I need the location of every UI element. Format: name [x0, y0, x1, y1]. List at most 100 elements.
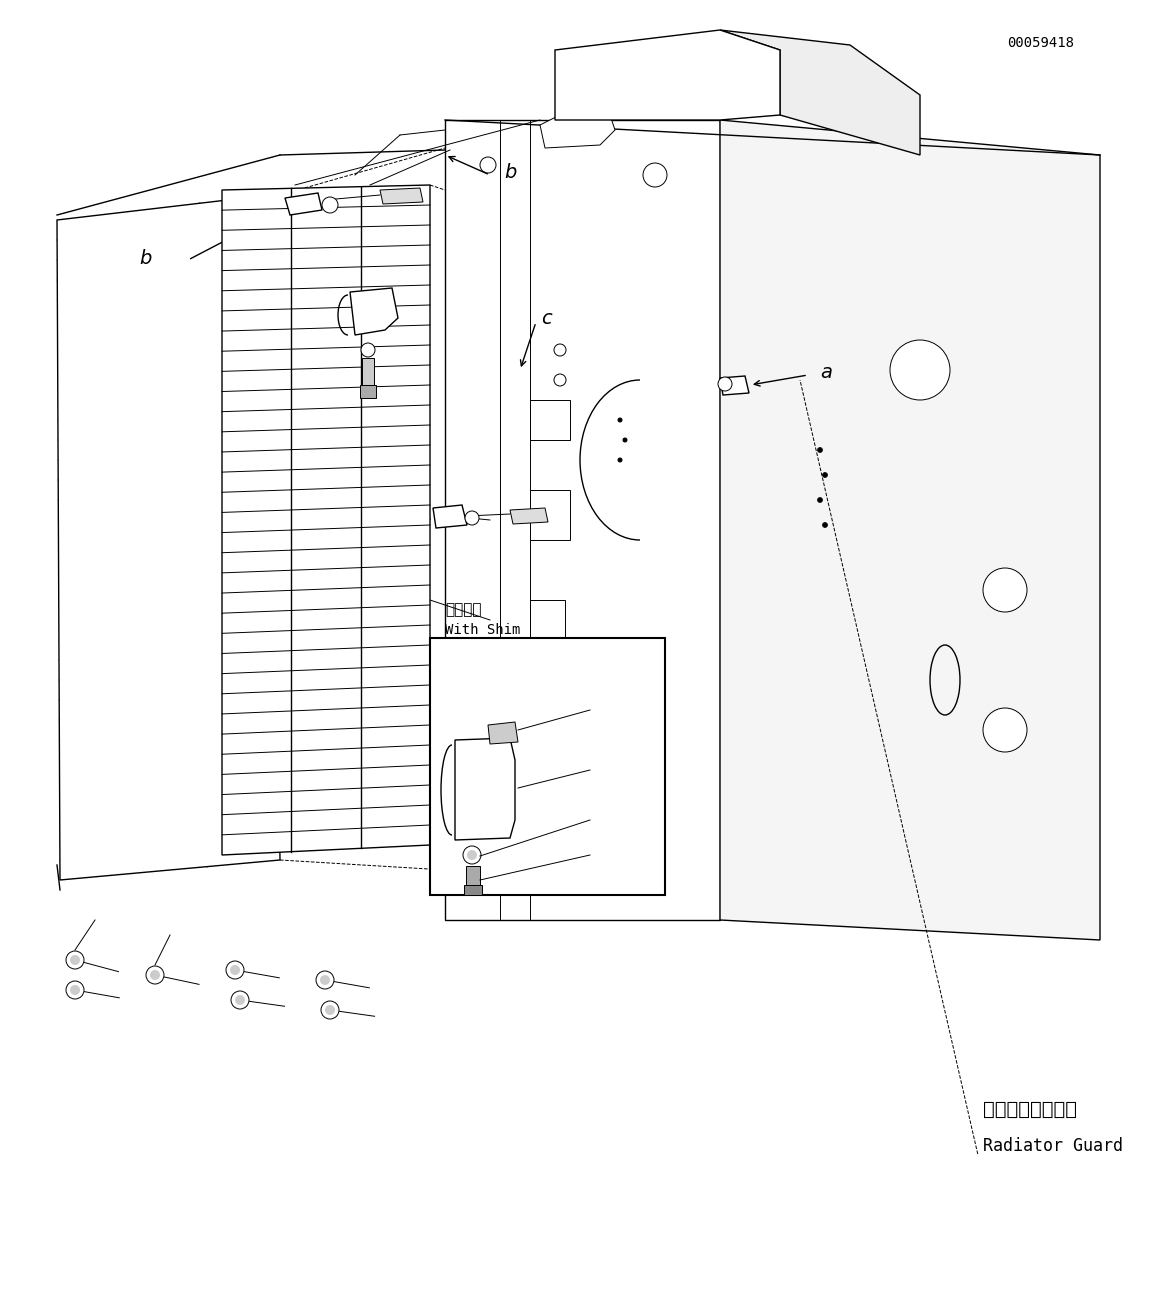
Polygon shape: [480, 771, 561, 820]
Polygon shape: [57, 236, 271, 269]
Polygon shape: [222, 344, 430, 360]
Circle shape: [324, 1005, 335, 1015]
Polygon shape: [58, 356, 272, 388]
Polygon shape: [58, 578, 276, 609]
Circle shape: [316, 971, 334, 989]
Polygon shape: [59, 618, 277, 649]
Polygon shape: [222, 325, 430, 341]
Circle shape: [320, 975, 330, 985]
Text: c: c: [541, 308, 551, 328]
Polygon shape: [59, 638, 277, 670]
Polygon shape: [720, 30, 920, 155]
Polygon shape: [362, 357, 374, 385]
Circle shape: [635, 54, 645, 65]
Circle shape: [623, 438, 627, 442]
Polygon shape: [222, 306, 430, 320]
Text: a: a: [399, 521, 411, 540]
Polygon shape: [59, 820, 279, 850]
Polygon shape: [58, 518, 274, 549]
Circle shape: [554, 374, 566, 386]
Circle shape: [147, 966, 164, 984]
Polygon shape: [222, 205, 430, 219]
Text: With Shim: With Shim: [445, 623, 520, 637]
Circle shape: [66, 982, 84, 998]
Circle shape: [554, 344, 566, 356]
Polygon shape: [58, 377, 273, 409]
Circle shape: [70, 985, 80, 995]
Text: b: b: [504, 162, 516, 181]
Polygon shape: [57, 196, 280, 881]
Polygon shape: [59, 739, 278, 769]
Polygon shape: [530, 490, 570, 540]
Circle shape: [718, 377, 732, 391]
Polygon shape: [222, 625, 430, 642]
Polygon shape: [222, 405, 430, 421]
Polygon shape: [59, 679, 278, 708]
Circle shape: [468, 850, 477, 860]
Polygon shape: [222, 465, 430, 482]
Polygon shape: [222, 745, 430, 763]
Polygon shape: [58, 477, 274, 509]
Circle shape: [983, 569, 1027, 613]
Polygon shape: [455, 738, 515, 840]
Circle shape: [465, 512, 479, 524]
Text: ラジエータガード: ラジエータガード: [983, 1099, 1077, 1119]
Polygon shape: [430, 638, 665, 895]
Polygon shape: [59, 759, 279, 789]
Polygon shape: [59, 719, 278, 749]
Polygon shape: [222, 704, 430, 723]
Circle shape: [70, 954, 80, 965]
Text: c: c: [324, 258, 335, 277]
Circle shape: [150, 970, 160, 980]
Polygon shape: [58, 558, 276, 589]
Polygon shape: [222, 245, 430, 259]
Polygon shape: [222, 585, 430, 602]
Polygon shape: [464, 884, 481, 895]
Polygon shape: [222, 645, 430, 663]
Circle shape: [822, 473, 828, 478]
Polygon shape: [57, 255, 271, 289]
Polygon shape: [222, 385, 430, 400]
Polygon shape: [58, 417, 273, 449]
Polygon shape: [222, 545, 430, 562]
Polygon shape: [222, 505, 430, 522]
Polygon shape: [58, 337, 272, 369]
Polygon shape: [222, 185, 430, 199]
Circle shape: [231, 991, 249, 1009]
Circle shape: [361, 343, 374, 357]
Circle shape: [822, 522, 828, 527]
Polygon shape: [530, 400, 570, 440]
Polygon shape: [530, 600, 565, 640]
Circle shape: [321, 1001, 338, 1019]
Polygon shape: [433, 505, 468, 528]
Circle shape: [818, 497, 822, 502]
Polygon shape: [222, 666, 430, 682]
Circle shape: [592, 57, 608, 73]
Polygon shape: [222, 565, 430, 581]
Polygon shape: [222, 265, 430, 280]
Polygon shape: [57, 295, 272, 329]
Polygon shape: [222, 225, 430, 240]
Polygon shape: [445, 120, 720, 919]
Circle shape: [618, 418, 622, 422]
Circle shape: [983, 708, 1027, 752]
Polygon shape: [720, 120, 1100, 940]
Circle shape: [643, 163, 668, 186]
Polygon shape: [222, 825, 430, 844]
Polygon shape: [59, 598, 276, 629]
Polygon shape: [222, 285, 430, 300]
Polygon shape: [60, 840, 280, 869]
Polygon shape: [222, 605, 430, 623]
Circle shape: [675, 51, 685, 60]
Polygon shape: [361, 385, 376, 398]
Text: Radiator Guard: Radiator Guard: [983, 1137, 1122, 1155]
Text: a: a: [820, 364, 832, 382]
Polygon shape: [480, 701, 561, 760]
Circle shape: [890, 341, 950, 400]
Text: C: C: [554, 701, 570, 720]
Polygon shape: [57, 316, 272, 348]
Text: b: b: [138, 249, 151, 268]
Polygon shape: [222, 685, 430, 703]
Polygon shape: [466, 866, 480, 884]
Polygon shape: [222, 445, 430, 461]
